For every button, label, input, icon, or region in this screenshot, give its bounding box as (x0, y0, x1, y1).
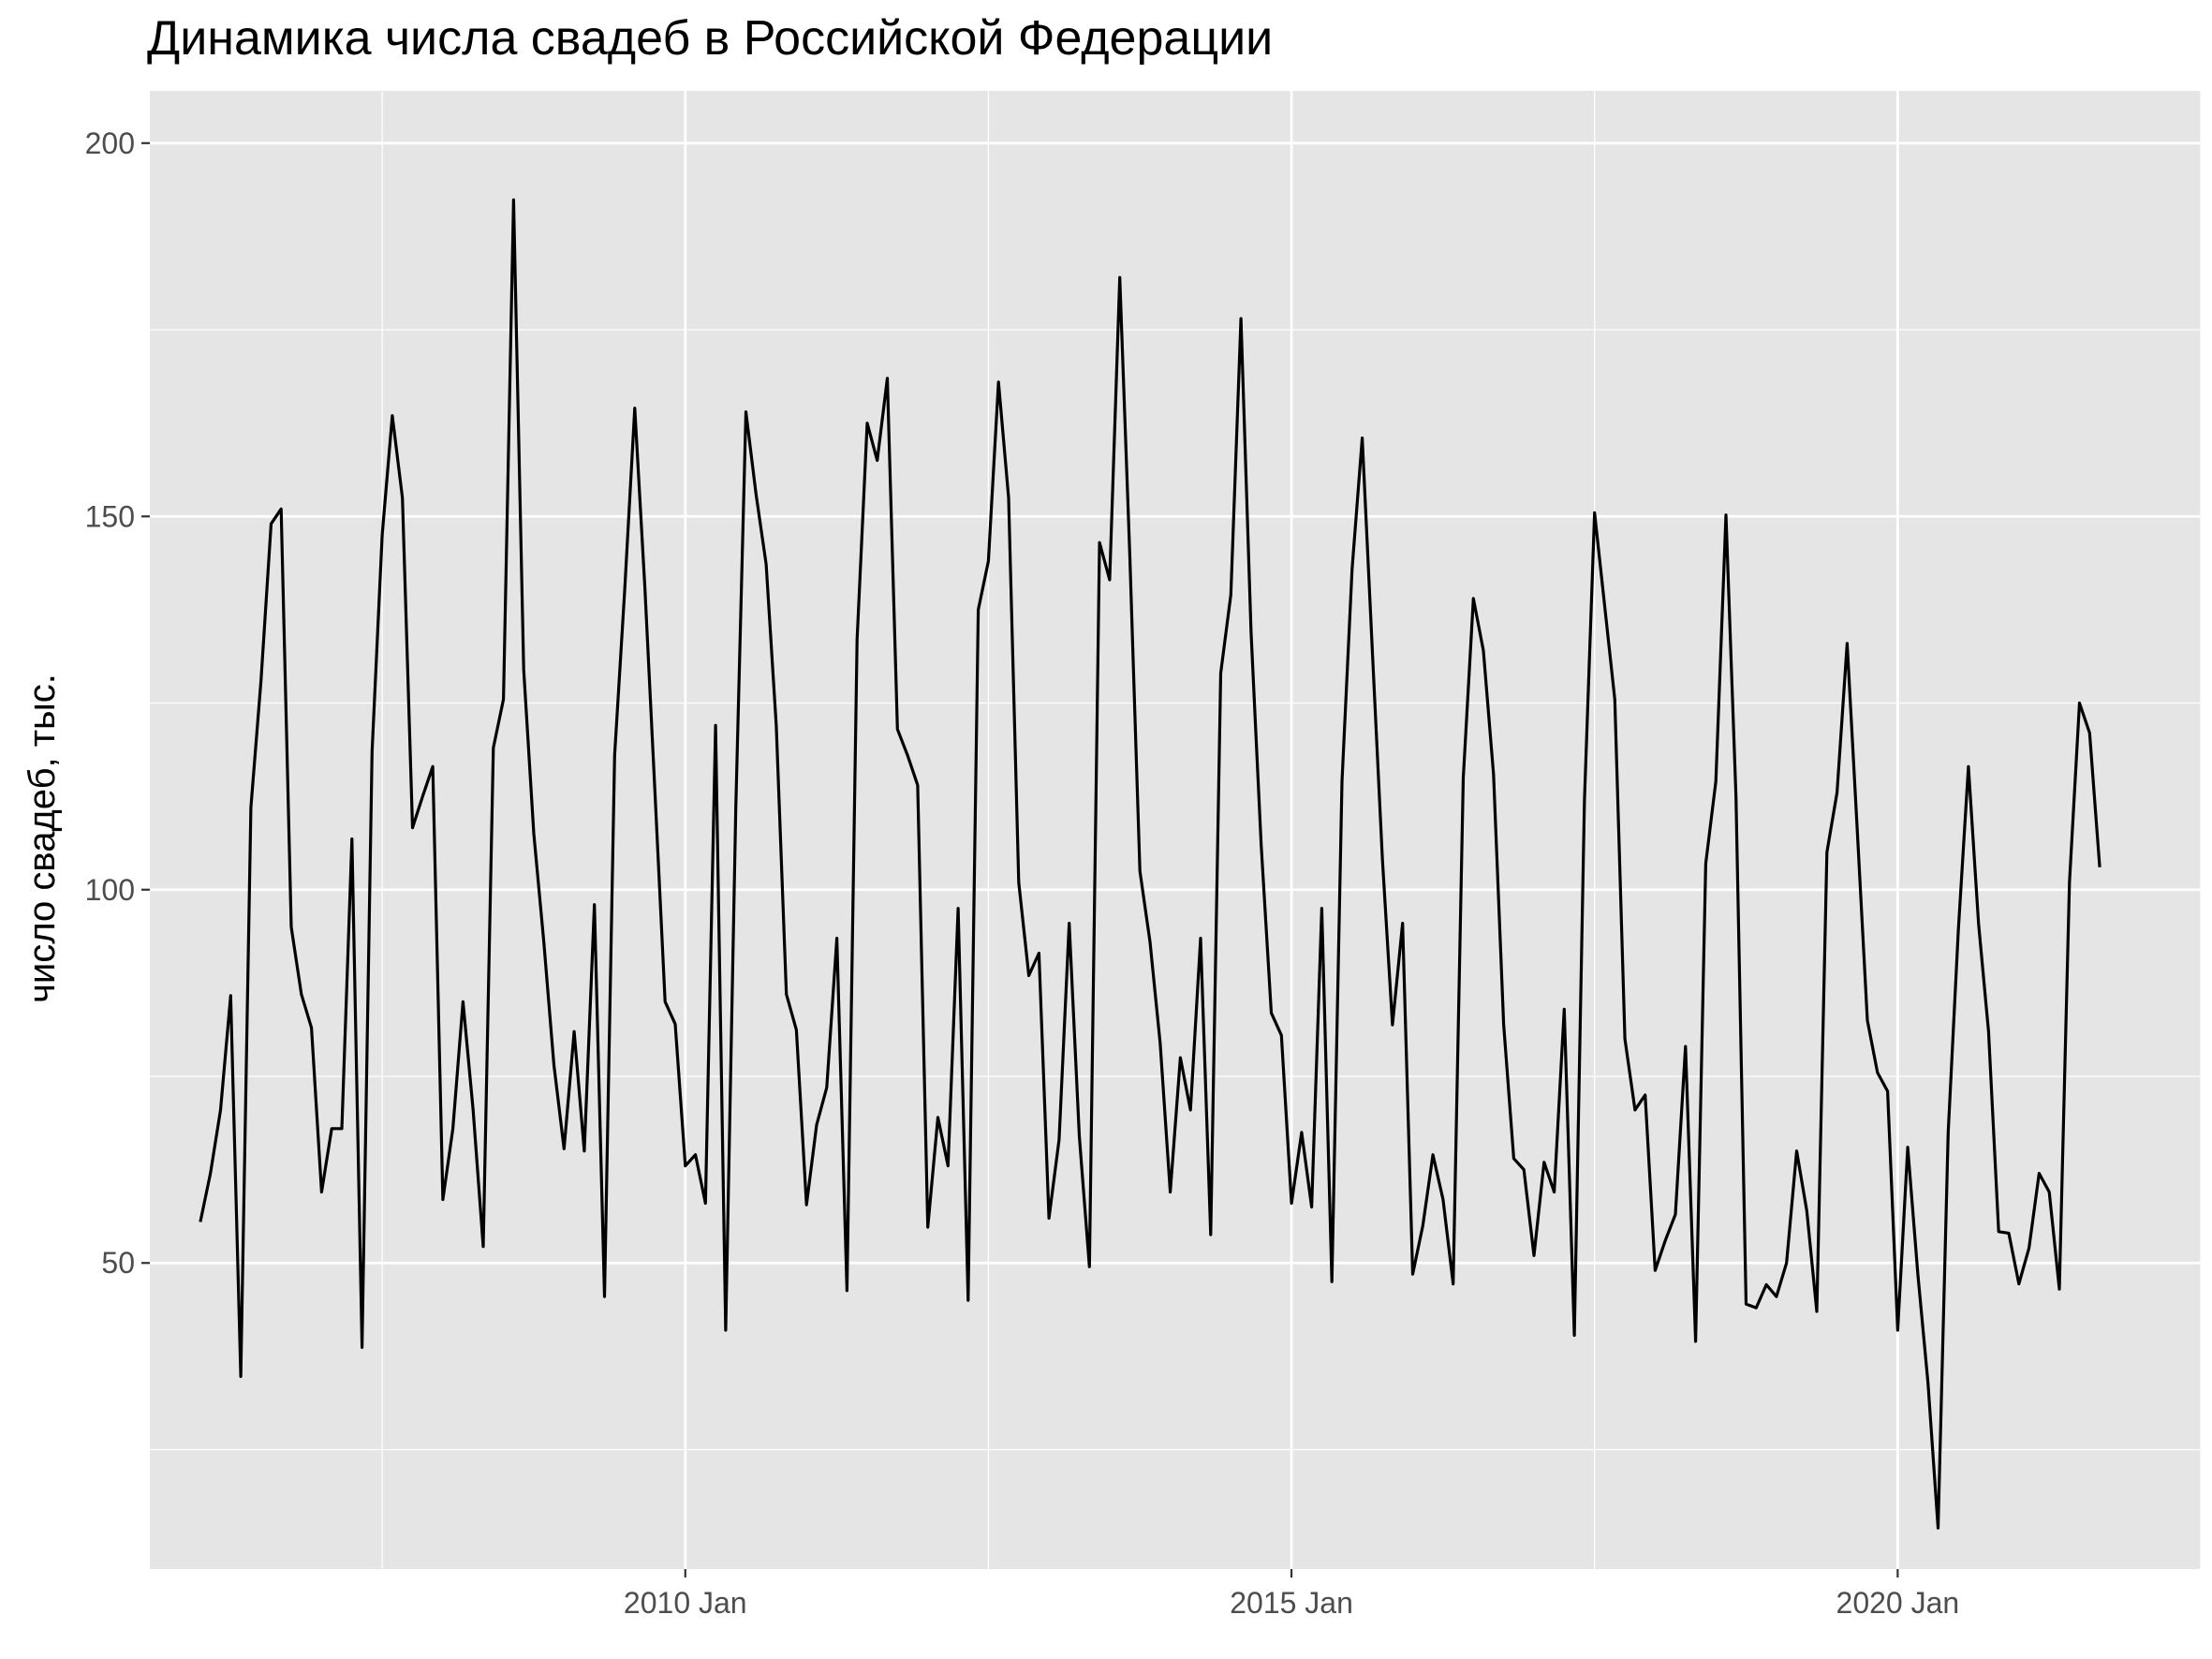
x-tick-label: 2020 Jan (1836, 1586, 1960, 1620)
y-axis: 50 100 150 200 (85, 126, 150, 1280)
y-tick-label: 150 (85, 499, 135, 533)
minor-gridlines (150, 91, 2202, 1569)
x-axis: 2010 Jan 2015 Jan 2020 Jan (624, 1569, 1959, 1620)
y-tick-label: 100 (85, 873, 135, 907)
x-tick-label: 2010 Jan (624, 1586, 747, 1620)
y-axis-label: число свадеб, тыс. (22, 674, 63, 1003)
x-tick-label: 2015 Jan (1230, 1586, 1353, 1620)
plot-panel (150, 91, 2201, 1569)
chart-title: Динамика числа свадеб в Российской Федер… (147, 11, 1273, 66)
series-line (199, 198, 2101, 1530)
y-tick-label: 200 (85, 126, 135, 160)
series-group (199, 198, 2101, 1530)
y-tick-label: 50 (101, 1246, 135, 1280)
